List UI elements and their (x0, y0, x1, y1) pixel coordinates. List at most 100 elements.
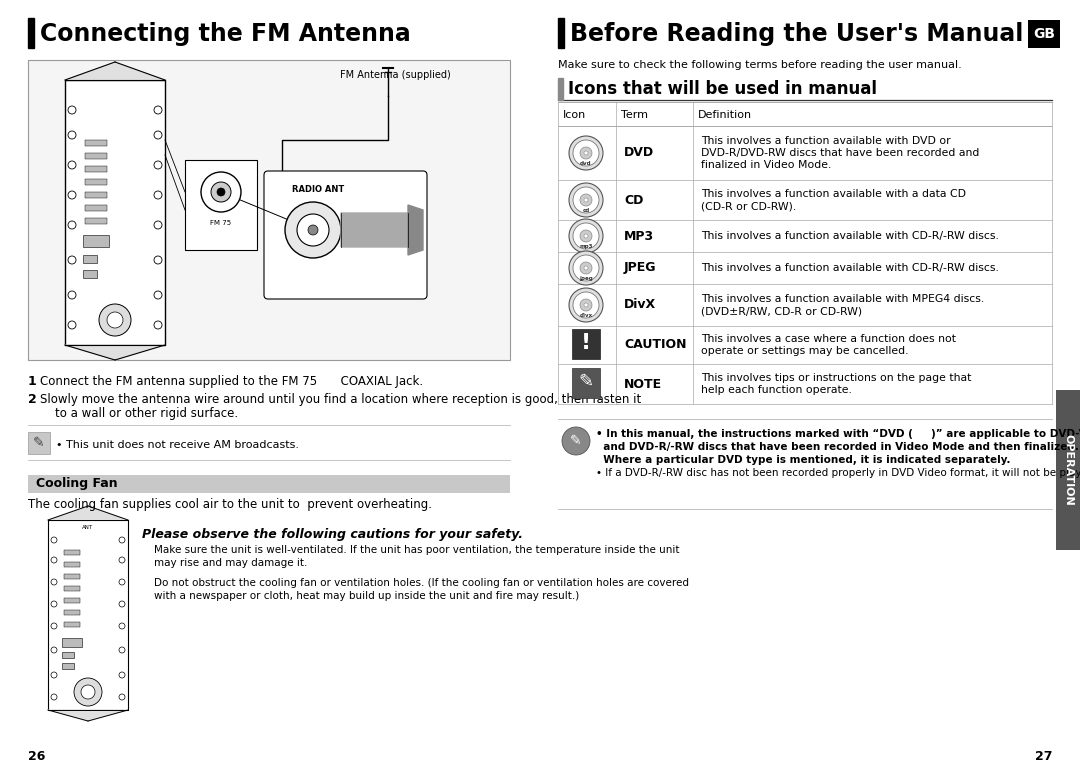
Circle shape (573, 140, 599, 166)
Circle shape (308, 225, 318, 235)
Text: dvd: dvd (580, 161, 592, 166)
Circle shape (297, 214, 329, 246)
Circle shape (68, 161, 76, 169)
Circle shape (119, 537, 125, 543)
Text: Make sure the unit is well-ventilated. If the unit has poor ventilation, the tem: Make sure the unit is well-ventilated. I… (154, 545, 679, 568)
Bar (558, 78, 563, 100)
Circle shape (573, 255, 599, 281)
Circle shape (573, 223, 599, 249)
Text: 26: 26 (28, 751, 45, 764)
Bar (85, 205, 107, 211)
Circle shape (285, 202, 341, 258)
Text: !: ! (581, 333, 591, 353)
Polygon shape (65, 62, 165, 80)
Circle shape (584, 303, 588, 307)
Circle shape (573, 292, 599, 318)
Bar (48, 520, 129, 710)
Text: Please observe the following cautions for your safety.: Please observe the following cautions fo… (141, 528, 523, 541)
Circle shape (119, 694, 125, 700)
Polygon shape (408, 205, 423, 255)
Circle shape (51, 672, 57, 678)
Text: CD: CD (624, 193, 644, 206)
Text: DivX: DivX (624, 298, 657, 312)
Bar (64, 622, 80, 627)
Circle shape (119, 579, 125, 585)
Text: Make sure to check the following terms before reading the user manual.: Make sure to check the following terms b… (558, 60, 962, 70)
Circle shape (51, 537, 57, 543)
Text: NOTE: NOTE (624, 377, 662, 390)
Bar (64, 598, 80, 603)
Bar (572, 329, 600, 359)
Text: OPERATION: OPERATION (1063, 434, 1074, 506)
Circle shape (119, 672, 125, 678)
Text: JPEG: JPEG (624, 261, 657, 274)
Text: Connect the FM antenna supplied to the FM 75  COAXIAL Jack.: Connect the FM antenna supplied to the F… (40, 375, 423, 388)
Text: This involves a function available with MPEG4 discs.
(DVD±R/RW, CD-R or CD-RW): This involves a function available with … (701, 294, 984, 316)
Circle shape (51, 557, 57, 563)
Circle shape (573, 187, 599, 213)
Circle shape (154, 191, 162, 199)
Text: ✎: ✎ (33, 436, 44, 450)
Circle shape (51, 694, 57, 700)
Text: This involves a function available with CD-R/-RW discs.: This involves a function available with … (701, 231, 999, 241)
Circle shape (154, 221, 162, 229)
Bar (64, 610, 80, 615)
Bar (62, 638, 82, 647)
Text: • In this manual, the instructions marked with “DVD (     )” are applicable to D: • In this manual, the instructions marke… (596, 429, 1080, 439)
Text: This involves a function available with DVD or
DVD-R/DVD-RW discs that have been: This involves a function available with … (701, 135, 980, 170)
Text: MP3: MP3 (624, 230, 654, 243)
Circle shape (569, 183, 603, 217)
Text: Icons that will be used in manual: Icons that will be used in manual (568, 80, 877, 98)
Bar (83, 235, 109, 247)
Text: Cooling Fan: Cooling Fan (36, 478, 118, 491)
Circle shape (584, 234, 588, 238)
Circle shape (119, 601, 125, 607)
Text: divx: divx (580, 313, 593, 318)
Text: mp3: mp3 (579, 244, 593, 249)
Bar (85, 218, 107, 224)
Bar (572, 368, 600, 398)
Text: 2: 2 (28, 393, 37, 406)
Text: ✎: ✎ (570, 434, 582, 448)
Circle shape (584, 198, 588, 202)
Circle shape (217, 188, 225, 196)
Circle shape (51, 623, 57, 629)
Circle shape (81, 685, 95, 699)
Bar (83, 255, 97, 263)
Circle shape (569, 288, 603, 322)
Circle shape (580, 262, 592, 274)
Polygon shape (48, 710, 129, 721)
Circle shape (201, 172, 241, 212)
Circle shape (68, 131, 76, 139)
Text: Do not obstruct the cooling fan or ventilation holes. (If the cooling fan or ven: Do not obstruct the cooling fan or venti… (154, 578, 689, 601)
Bar (83, 270, 97, 278)
Bar (64, 586, 80, 591)
Circle shape (154, 256, 162, 264)
Circle shape (68, 291, 76, 299)
Bar (28, 60, 510, 360)
Circle shape (569, 219, 603, 253)
Text: ✎: ✎ (579, 373, 594, 391)
Text: This involves a case where a function does not
operate or settings may be cancel: This involves a case where a function do… (701, 334, 956, 356)
Circle shape (154, 161, 162, 169)
Bar (85, 179, 107, 185)
Circle shape (569, 136, 603, 170)
Text: Where a particular DVD type is mentioned, it is indicated separately.: Where a particular DVD type is mentioned… (596, 455, 1011, 465)
Circle shape (51, 601, 57, 607)
Text: Term: Term (621, 110, 648, 120)
Bar (1028, 20, 1059, 48)
Text: jpeg: jpeg (579, 276, 593, 281)
Bar (1056, 390, 1080, 550)
Circle shape (119, 557, 125, 563)
Text: 27: 27 (1035, 751, 1052, 764)
Text: This involves a function available with a data CD
(CD-R or CD-RW).: This involves a function available with … (701, 189, 966, 211)
Text: and DVD-R/-RW discs that have been recorded in Video Mode and then finalized.: and DVD-R/-RW discs that have been recor… (596, 442, 1079, 452)
Bar (62, 663, 75, 669)
Text: Definition: Definition (698, 110, 752, 120)
Text: 1: 1 (28, 375, 37, 388)
Text: FM Antenna (supplied): FM Antenna (supplied) (340, 70, 450, 80)
Circle shape (99, 304, 131, 336)
Circle shape (68, 321, 76, 329)
Circle shape (68, 221, 76, 229)
Bar (28, 475, 510, 493)
